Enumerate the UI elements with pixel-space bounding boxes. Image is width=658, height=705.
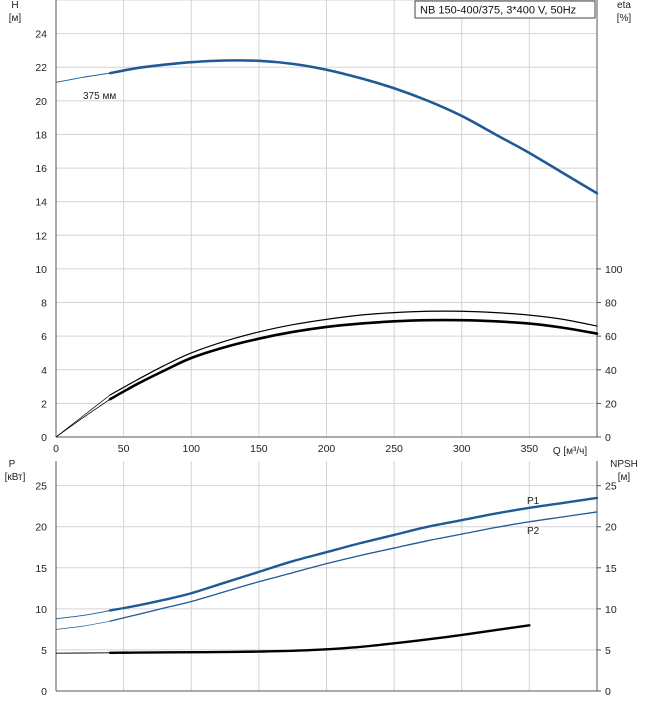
head-tick-label: 0: [41, 432, 47, 444]
top-eta-bold-extension: [56, 399, 110, 437]
power-tick-label: 0: [41, 686, 47, 698]
head-tick-label: 12: [35, 230, 47, 242]
power-tick-label: 5: [41, 645, 47, 657]
eta-tick-label: 80: [605, 298, 617, 310]
npsh-tick-label: 0: [605, 686, 611, 698]
bottom-p2-extension: [56, 621, 110, 629]
bottom-npsh-curve: [110, 625, 529, 653]
power-tick-label: 10: [35, 604, 47, 616]
flow-tick-label: 100: [182, 443, 200, 455]
head-tick-label: 16: [35, 163, 47, 175]
chart-title: NB 150-400/375, 3*400 V, 50Hz: [420, 5, 576, 17]
head-axis-unit: [м]: [9, 13, 22, 24]
head-tick-label: 8: [41, 298, 47, 310]
npsh-axis-unit: [м]: [618, 472, 631, 483]
npsh-tick-label: 10: [605, 604, 617, 616]
bottom-p1-curve: [110, 498, 597, 611]
flow-tick-label: 50: [118, 443, 130, 455]
power-tick-label: 20: [35, 522, 47, 534]
eta-tick-label: 40: [605, 365, 617, 377]
top-eta-bold-curve: [110, 320, 597, 399]
head-tick-label: 24: [35, 29, 47, 41]
power-axis-unit: [кВт]: [5, 472, 26, 483]
power-tick-label: 15: [35, 563, 47, 575]
eta-tick-label: 20: [605, 398, 617, 410]
p2-curve-label: P2: [527, 526, 540, 537]
npsh-tick-label: 25: [605, 481, 617, 493]
power-tick-label: 25: [35, 481, 47, 493]
head-tick-label: 18: [35, 129, 47, 141]
eta-axis-unit: [%]: [617, 13, 632, 24]
eta-tick-label: 100: [605, 264, 623, 276]
bottom-p2-curve: [110, 512, 597, 621]
head-tick-label: 22: [35, 62, 47, 74]
p1-curve-label: P1: [527, 496, 540, 507]
flow-tick-label: 250: [385, 443, 403, 455]
flow-tick-label: 350: [521, 443, 539, 455]
head-tick-label: 20: [35, 96, 47, 108]
flow-tick-label: 0: [53, 443, 59, 455]
power-axis-label: P: [9, 459, 16, 470]
flow-tick-label: 150: [250, 443, 268, 455]
eta-tick-label: 60: [605, 331, 617, 343]
eta-tick-label: 0: [605, 432, 611, 444]
head-tick-label: 14: [35, 197, 47, 209]
top-head-extension: [56, 73, 110, 82]
head-tick-label: 2: [41, 398, 47, 410]
eta-axis-label: eta: [617, 0, 631, 11]
flow-tick-label: 300: [453, 443, 471, 455]
head-tick-label: 6: [41, 331, 47, 343]
npsh-axis-label: NPSH: [610, 459, 638, 470]
npsh-tick-label: 20: [605, 522, 617, 534]
flow-tick-label: 200: [318, 443, 336, 455]
head-tick-label: 10: [35, 264, 47, 276]
head-axis-label: H: [11, 0, 18, 11]
npsh-tick-label: 5: [605, 645, 611, 657]
impeller-curve-label: 375 мм: [83, 91, 116, 102]
flow-axis-label: Q [м³/ч]: [553, 446, 588, 457]
head-tick-label: 4: [41, 365, 47, 377]
top-head-curve: [110, 60, 597, 193]
grid-layer: 0246810121416182022240204060801000510152…: [35, 0, 622, 698]
bottom-p1-extension: [56, 611, 110, 619]
npsh-tick-label: 15: [605, 563, 617, 575]
top-eta-thin-extension: [56, 395, 110, 437]
